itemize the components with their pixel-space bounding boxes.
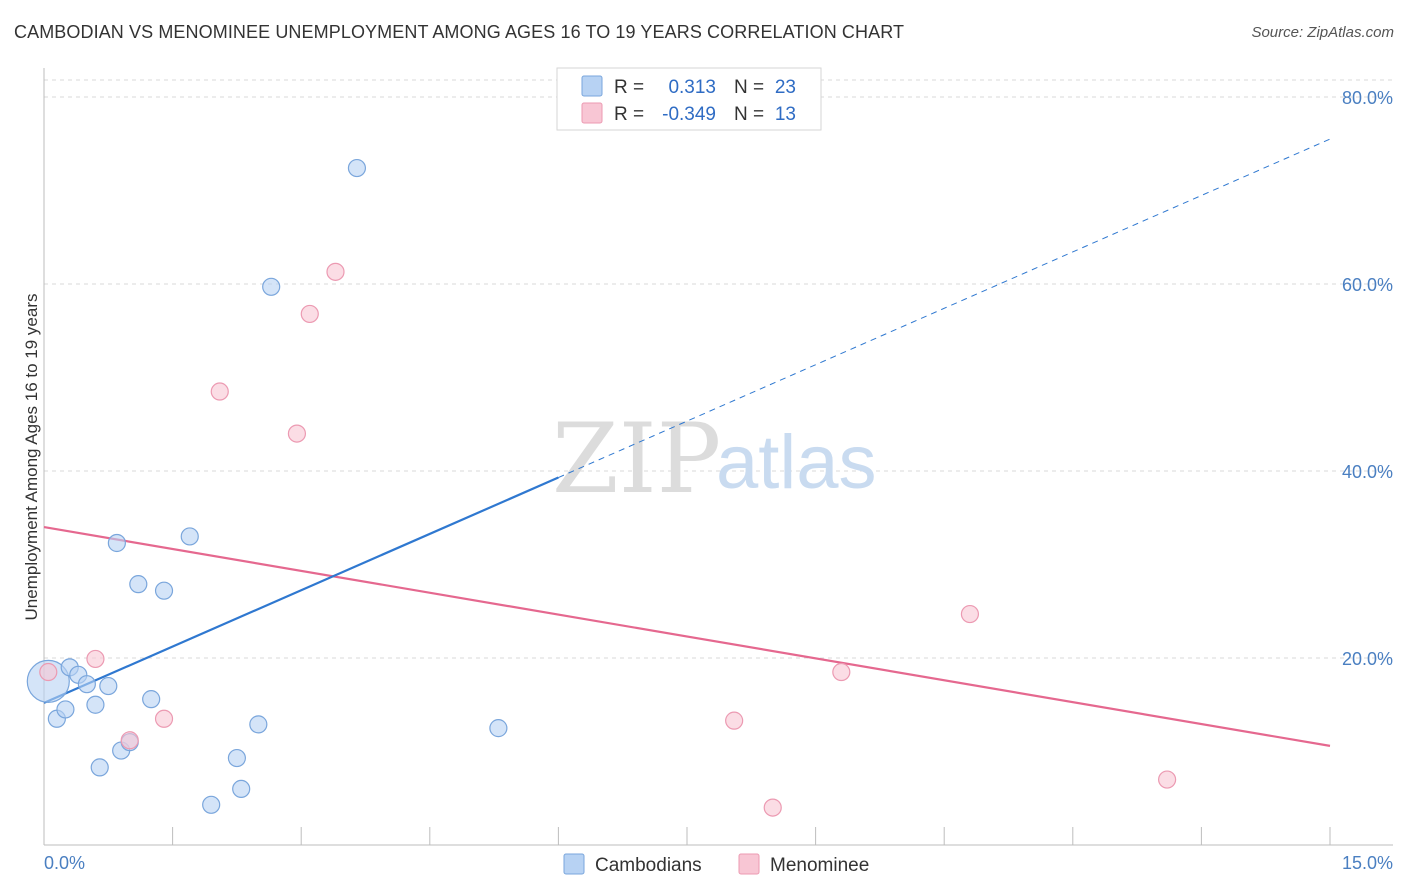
trend-line-cambodians-extension <box>558 138 1331 479</box>
legend-n-label-menominee: N = <box>734 104 764 125</box>
trend-line-cambodians <box>43 476 559 704</box>
point-cambodians <box>227 748 246 768</box>
legend-swatch-cambodians <box>581 75 603 97</box>
point-cambodians <box>90 758 109 777</box>
point-menominee <box>960 604 980 624</box>
point-menominee <box>86 649 105 669</box>
y-tick-label: 80.0% <box>1342 88 1393 108</box>
point-menominee <box>154 709 174 728</box>
x-tick-label-max: 15.0% <box>1342 853 1393 873</box>
point-menominee <box>210 382 229 401</box>
legend-n-value-cambodians: 23 <box>775 77 796 98</box>
point-cambodians <box>180 527 199 546</box>
legend-r-value-cambodians: 0.313 <box>668 77 716 98</box>
point-cambodians <box>154 581 174 600</box>
point-menominee <box>287 424 307 443</box>
point-cambodians <box>262 277 281 296</box>
point-cambodians <box>489 719 508 738</box>
legend-r-label-cambodians: R = <box>614 77 644 98</box>
point-menominee <box>39 662 58 682</box>
point-menominee <box>326 262 345 281</box>
y-tick-label: 60.0% <box>1342 275 1393 295</box>
legend-n-label-cambodians: N = <box>734 77 764 98</box>
legend-r-label-menominee: R = <box>614 104 644 125</box>
point-cambodians <box>107 533 126 553</box>
bottom-legend-swatch-cambodians <box>563 853 585 875</box>
axes-layer <box>43 68 1393 846</box>
point-cambodians <box>232 779 251 799</box>
bottom-legend-swatch-menominee <box>738 853 760 875</box>
point-menominee <box>300 304 319 324</box>
point-cambodians <box>249 715 268 734</box>
bottom-legend-label-menominee: Menominee <box>770 855 869 876</box>
grid-layer: 20.0% 40.0% 60.0% 80.0% <box>44 79 1393 669</box>
y-axis-title: Unemployment Among Ages 16 to 19 years <box>22 294 41 621</box>
point-cambodians <box>202 795 221 814</box>
point-cambodians <box>142 690 161 709</box>
trend-layer <box>43 138 1331 747</box>
watermark-zip: ZIP <box>552 403 721 515</box>
x-tick-label-min: 0.0% <box>44 853 85 873</box>
point-cambodians <box>99 676 118 696</box>
y-tick-label: 20.0% <box>1342 649 1393 669</box>
watermark: ZIP atlas <box>552 403 877 515</box>
point-cambodians <box>86 695 105 714</box>
legend: R = 0.313 N = 23 R = -0.349 N = 13 <box>556 67 822 131</box>
point-cambodians <box>56 700 75 719</box>
points-layer <box>26 158 1177 817</box>
point-cambodians <box>129 575 148 594</box>
chart-title: CAMBODIAN VS MENOMINEE UNEMPLOYMENT AMON… <box>14 22 905 42</box>
point-cambodians <box>26 659 70 703</box>
trend-line-menominee <box>43 526 1331 747</box>
point-menominee <box>725 711 744 730</box>
point-menominee <box>763 798 782 817</box>
legend-swatch-menominee <box>581 102 603 124</box>
bottom-legend-label-cambodians: Cambodians <box>595 855 702 876</box>
point-menominee <box>832 662 851 682</box>
point-menominee <box>1158 770 1177 789</box>
point-cambodians <box>77 675 96 694</box>
point-cambodians <box>347 158 367 178</box>
watermark-atlas: atlas <box>716 420 877 505</box>
y-tick-label: 40.0% <box>1342 462 1393 482</box>
legend-n-value-menominee: 13 <box>775 104 796 125</box>
legend-r-value-menominee: -0.349 <box>662 104 716 125</box>
point-menominee <box>120 731 139 750</box>
bottom-legend: Cambodians Menominee <box>563 853 869 876</box>
source-label: Source: ZipAtlas.com <box>1251 24 1394 41</box>
